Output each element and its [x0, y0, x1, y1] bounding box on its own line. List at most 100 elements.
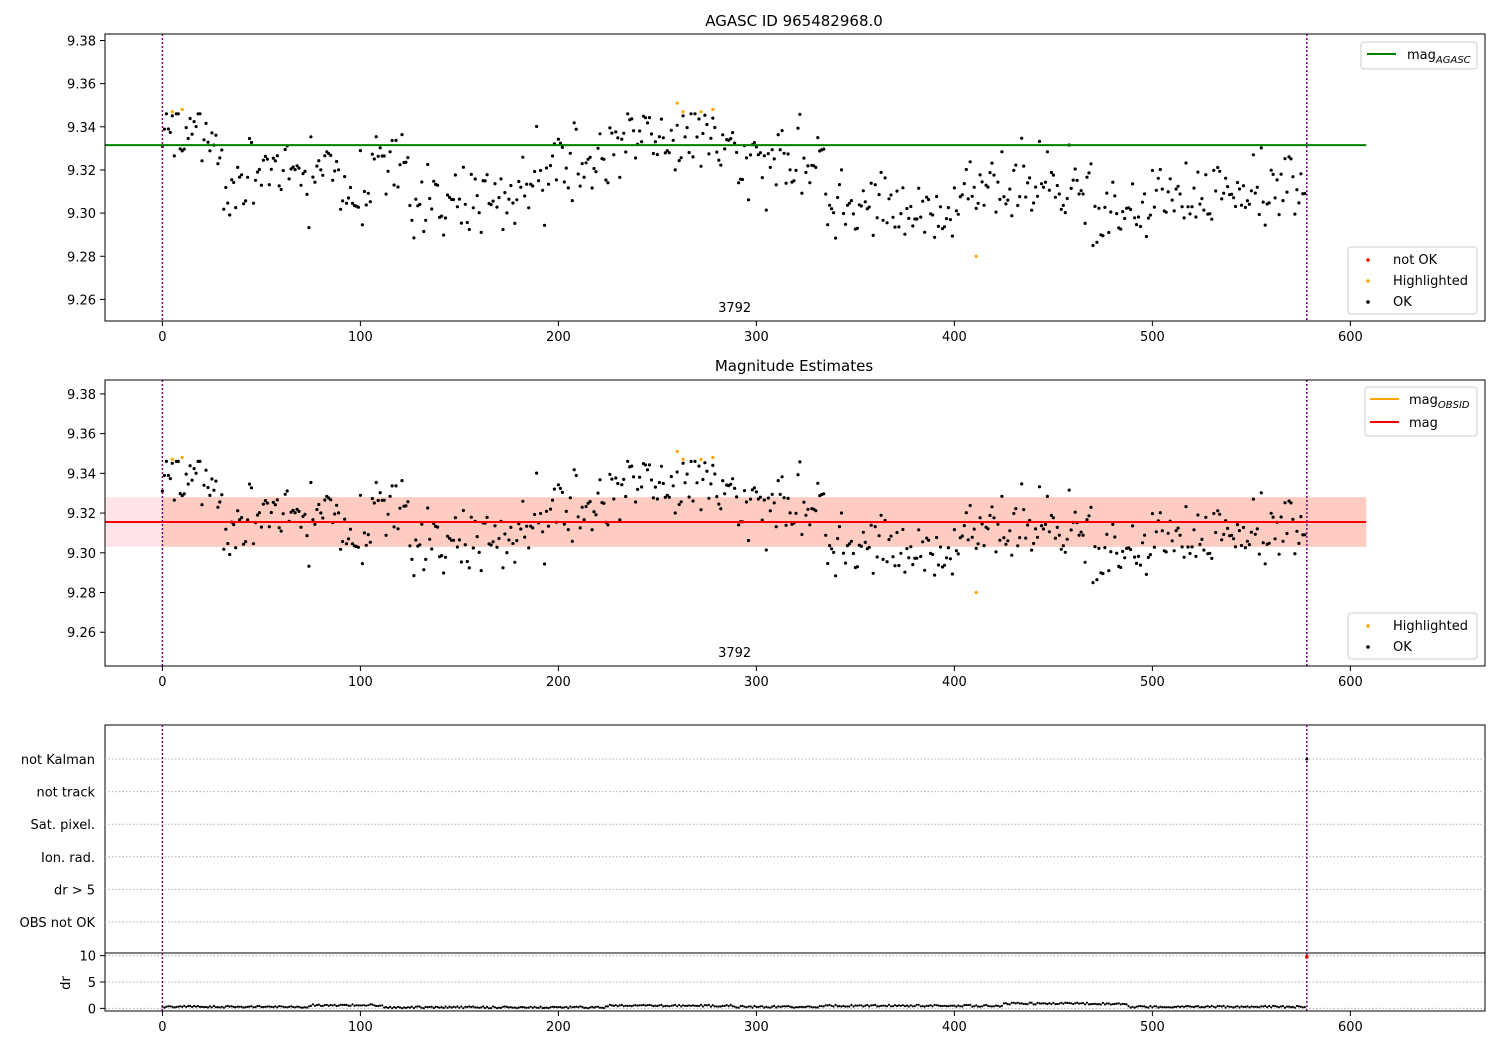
- x-tick-label: 400: [942, 675, 967, 690]
- dr-point: [917, 1003, 920, 1006]
- dr-point: [1026, 1003, 1029, 1006]
- ok-point: [214, 133, 218, 137]
- ok-point: [885, 560, 889, 564]
- dr-point: [474, 1006, 477, 1009]
- dr-point: [979, 1005, 982, 1008]
- ok-point: [580, 505, 584, 509]
- ok-point: [901, 186, 905, 190]
- ok-point: [681, 461, 685, 465]
- ok-point: [287, 177, 291, 181]
- ok-point: [964, 167, 968, 172]
- ok-point: [944, 556, 949, 560]
- ok-point: [1212, 168, 1216, 172]
- ok-point: [917, 528, 921, 532]
- dr-point: [252, 1006, 255, 1009]
- ok-point: [620, 483, 624, 487]
- ok-point: [240, 173, 244, 177]
- ok-point: [1198, 202, 1202, 206]
- dr-point: [977, 1005, 980, 1008]
- highlighted-point: [711, 107, 715, 112]
- ok-point: [837, 183, 842, 187]
- flagged-point: [1305, 757, 1309, 761]
- ok-point: [432, 179, 436, 183]
- ok-point: [224, 185, 228, 190]
- dr-point: [1018, 1002, 1021, 1005]
- ok-point: [168, 130, 172, 134]
- dr-point: [1262, 1005, 1265, 1008]
- ok-point: [614, 130, 618, 134]
- ok-point: [1091, 243, 1095, 248]
- ok-point: [440, 214, 444, 218]
- ok-point: [356, 205, 360, 209]
- dr-point: [234, 1006, 237, 1009]
- dr-point: [905, 1004, 909, 1007]
- dr-point: [1054, 1003, 1057, 1006]
- ok-point: [428, 196, 432, 201]
- ok-point: [178, 492, 182, 496]
- dr-point: [753, 1004, 756, 1008]
- ok-point: [443, 216, 448, 220]
- ok-point: [378, 146, 382, 150]
- ok-point: [881, 557, 885, 562]
- dr-point: [998, 1005, 1002, 1008]
- ok-point: [535, 124, 539, 129]
- dr-point: [735, 1006, 738, 1009]
- ok-point: [1138, 563, 1143, 567]
- ok-point: [693, 459, 697, 463]
- dr-point: [339, 1003, 342, 1006]
- ok-point: [1049, 513, 1053, 518]
- dr-point: [1052, 1001, 1055, 1004]
- dr-point: [288, 1005, 291, 1009]
- ok-point: [859, 204, 863, 208]
- ok-point: [649, 478, 654, 482]
- y-tick-label: 9.36: [67, 78, 96, 93]
- ok-point: [847, 542, 852, 546]
- dr-point: [703, 1004, 707, 1007]
- ok-point: [220, 493, 224, 497]
- dr-point: [933, 1003, 936, 1006]
- dr-point: [224, 1005, 227, 1008]
- dr-point: [240, 1005, 243, 1008]
- dr-point: [286, 1006, 289, 1009]
- ok-point: [558, 141, 563, 145]
- ok-point: [762, 498, 766, 502]
- ok-point: [830, 207, 834, 211]
- ok-point: [1277, 552, 1281, 556]
- ok-point: [839, 168, 844, 172]
- ok-point: [802, 500, 806, 504]
- ok-point: [1249, 530, 1253, 534]
- ok-point: [1226, 526, 1230, 531]
- dr-point: [408, 1006, 411, 1009]
- dr-point: [1070, 1002, 1073, 1005]
- ok-point: [539, 168, 543, 173]
- ok-point: [798, 112, 802, 116]
- ok-point: [396, 527, 400, 531]
- dr-point: [723, 1004, 726, 1008]
- estimates-ok-points: [160, 459, 1307, 585]
- ok-point: [899, 551, 903, 555]
- ok-point: [1053, 195, 1057, 199]
- ok-point: [299, 183, 303, 187]
- ok-point: [1299, 172, 1303, 176]
- y-tick-label: 9.32: [67, 164, 96, 179]
- ok-point: [776, 133, 780, 137]
- ok-point: [309, 480, 313, 485]
- dr-point: [1046, 1003, 1049, 1006]
- ok-point: [1059, 207, 1063, 211]
- dr-point: [614, 1004, 617, 1007]
- ok-point: [659, 117, 664, 121]
- dr-point: [173, 1006, 176, 1009]
- ok-point: [863, 200, 867, 204]
- dr-point: [662, 1005, 665, 1008]
- ok-point: [578, 184, 582, 188]
- ok-point: [683, 481, 687, 485]
- ok-point: [525, 524, 529, 528]
- x-tick-label: 100: [348, 1020, 373, 1035]
- ok-point: [1150, 168, 1154, 173]
- ok-point: [1285, 190, 1289, 194]
- ok-point: [1202, 208, 1206, 212]
- ok-point: [247, 136, 252, 141]
- ok-point: [715, 150, 719, 154]
- ok-point: [1138, 224, 1143, 229]
- ok-point: [721, 479, 725, 483]
